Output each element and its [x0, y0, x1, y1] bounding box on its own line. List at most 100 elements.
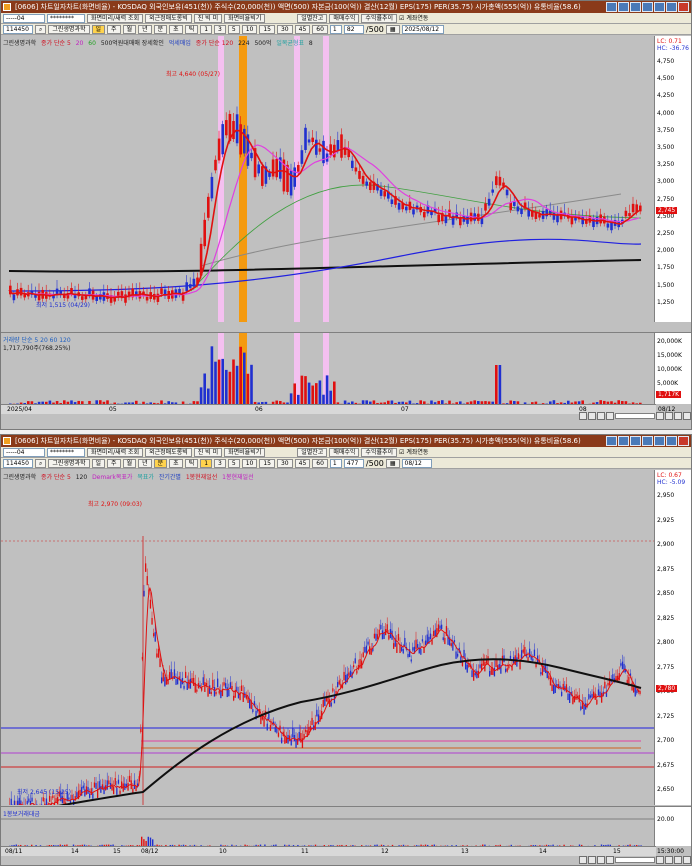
minute-5-button[interactable]: 5 [227, 458, 240, 468]
query-button[interactable]: 화면미리/새력 조회 [87, 447, 144, 457]
scroll-slider[interactable] [615, 857, 655, 863]
minute-1-button[interactable]: 1 [200, 24, 213, 34]
next-icon[interactable] [597, 412, 605, 420]
close-icon[interactable] [678, 436, 689, 446]
period-month-button[interactable]: 월 [122, 24, 137, 34]
sell-button[interactable]: 외근정매도롱빅 [145, 447, 192, 457]
minute-10-button[interactable]: 10 [241, 458, 258, 468]
account-code-field[interactable]: -----04 [3, 447, 45, 457]
zoom-in-icon[interactable] [665, 856, 673, 864]
help-icon[interactable] [642, 2, 653, 12]
account-link-checkbox[interactable]: ☑ 계좌연동 [399, 448, 429, 456]
zoom-out-icon[interactable] [656, 412, 664, 420]
minute-10-button[interactable]: 10 [241, 24, 258, 34]
settings-icon[interactable] [630, 436, 641, 446]
link-icon[interactable] [606, 436, 617, 446]
prev-icon[interactable] [588, 412, 596, 420]
period-month-button[interactable]: 월 [122, 458, 137, 468]
print-icon[interactable] [618, 436, 629, 446]
account-code-field[interactable]: -----04 [3, 13, 45, 23]
last-page-icon[interactable] [606, 412, 614, 420]
print-icon[interactable] [618, 2, 629, 12]
search-icon[interactable]: ⌕ [35, 458, 47, 468]
minute-30-button[interactable]: 30 [276, 458, 293, 468]
prev-icon[interactable] [588, 856, 596, 864]
daily-balance-button[interactable]: 일별잔고 [297, 13, 328, 23]
close-icon[interactable] [678, 2, 689, 12]
minute-3-button[interactable]: 3 [214, 458, 226, 468]
price-chart-area[interactable]: 그린생명과학 종가 단순 5 120 Demark목표가 목표가 잔기간별 1봉… [1, 470, 656, 805]
last-page-icon[interactable] [606, 856, 614, 864]
count-field[interactable]: 1 [329, 458, 342, 468]
calendar-icon[interactable]: ▦ [385, 458, 400, 468]
period-tick-button[interactable]: 틱 [184, 458, 199, 468]
period-minute-button[interactable]: 분 [153, 458, 168, 468]
daily-balance-button[interactable]: 일별잔고 [297, 447, 328, 457]
minute-60-button[interactable]: 60 [312, 458, 328, 468]
misc-button[interactable]: 진 빅 미 [193, 13, 223, 23]
stock-code-field[interactable]: 114450 [3, 458, 33, 468]
next-icon[interactable] [597, 856, 605, 864]
volume-chart-area[interactable]: 거래량 단순 5 20 60 120 1,717,790주(768.25%) [1, 332, 656, 404]
minute-60-button[interactable]: 60 [312, 24, 328, 34]
period-tick-button[interactable]: 틱 [184, 24, 199, 34]
date-field[interactable]: 08/12 [401, 458, 432, 468]
password-field[interactable]: ******** [47, 13, 85, 23]
period-second-button[interactable]: 초 [169, 24, 183, 34]
minute-3-button[interactable]: 3 [214, 24, 226, 34]
settings-icon[interactable] [674, 856, 682, 864]
minute-45-button[interactable]: 45 [294, 458, 311, 468]
stock-code-field[interactable]: 114450 [3, 24, 33, 34]
period-week-button[interactable]: 주 [107, 24, 121, 34]
search-icon[interactable] [683, 856, 691, 864]
ratio-button[interactable]: 화면비율빅기 [224, 13, 266, 23]
bars-field[interactable]: 82 [343, 24, 364, 34]
price-axis[interactable]: LC: 0.67 HC: -5.09 2,950 2,925 2,900 2,875 2… [654, 470, 691, 805]
profit-trend-button[interactable]: 수익률추이 [361, 13, 398, 23]
zoom-in-icon[interactable] [665, 412, 673, 420]
calendar-icon[interactable]: ▦ [385, 24, 400, 34]
scroll-slider[interactable] [615, 413, 655, 419]
date-field[interactable]: 2025/08/12 [401, 24, 444, 34]
period-year-button[interactable]: 년 [138, 458, 152, 468]
period-day-button[interactable]: 일 [91, 458, 106, 468]
period-day-button[interactable]: 일 [91, 24, 106, 34]
account-link-checkbox[interactable]: ☑ 계좌연동 [399, 14, 429, 22]
bars-field[interactable]: 477 [343, 458, 364, 468]
help-icon[interactable] [642, 436, 653, 446]
trade-profit-button[interactable]: 매매수익 [329, 447, 360, 457]
query-button[interactable]: 화면미리/새력 조회 [87, 13, 144, 23]
title-bar[interactable]: [0606] 차트일자차트(화면비율) - KOSDAQ 외국인보유(451(천… [1, 435, 691, 447]
misc-button[interactable]: 진 빅 미 [193, 447, 223, 457]
profit-trend-button[interactable]: 수익률추이 [361, 447, 398, 457]
sell-button[interactable]: 외근정매도롱빅 [145, 13, 192, 23]
minute-5-button[interactable]: 5 [227, 24, 240, 34]
period-year-button[interactable]: 년 [138, 24, 152, 34]
first-page-icon[interactable] [579, 412, 587, 420]
maximize-icon[interactable] [666, 2, 677, 12]
volume-axis[interactable]: 20,000K 15,000K 10,000K 5,000K 1,717K [654, 332, 691, 404]
minimize-icon[interactable] [654, 2, 665, 12]
count-field[interactable]: 1 [329, 24, 342, 34]
minute-1-button[interactable]: 1 [200, 458, 213, 468]
period-week-button[interactable]: 주 [107, 458, 121, 468]
maximize-icon[interactable] [666, 436, 677, 446]
price-axis[interactable]: LC: 0.71 HC: -36.76 4,750 4,500 4,250 4,000… [654, 36, 691, 322]
search-icon[interactable]: ⌕ [35, 24, 47, 34]
minute-15-button[interactable]: 15 [259, 24, 275, 34]
settings-icon[interactable] [674, 412, 682, 420]
period-minute-button[interactable]: 분 [153, 24, 168, 34]
volume-chart-area[interactable]: 1봉보거래대금 [1, 806, 656, 846]
search-icon[interactable] [683, 412, 691, 420]
period-second-button[interactable]: 초 [169, 458, 183, 468]
first-page-icon[interactable] [579, 856, 587, 864]
volume-axis[interactable]: 20.00 [654, 806, 691, 846]
minute-45-button[interactable]: 45 [294, 24, 311, 34]
zoom-out-icon[interactable] [656, 856, 664, 864]
link-icon[interactable] [606, 2, 617, 12]
ratio-button[interactable]: 화면비율빅기 [224, 447, 266, 457]
minimize-icon[interactable] [654, 436, 665, 446]
trade-profit-button[interactable]: 매매수익 [329, 13, 360, 23]
minute-15-button[interactable]: 15 [259, 458, 275, 468]
settings-icon[interactable] [630, 2, 641, 12]
